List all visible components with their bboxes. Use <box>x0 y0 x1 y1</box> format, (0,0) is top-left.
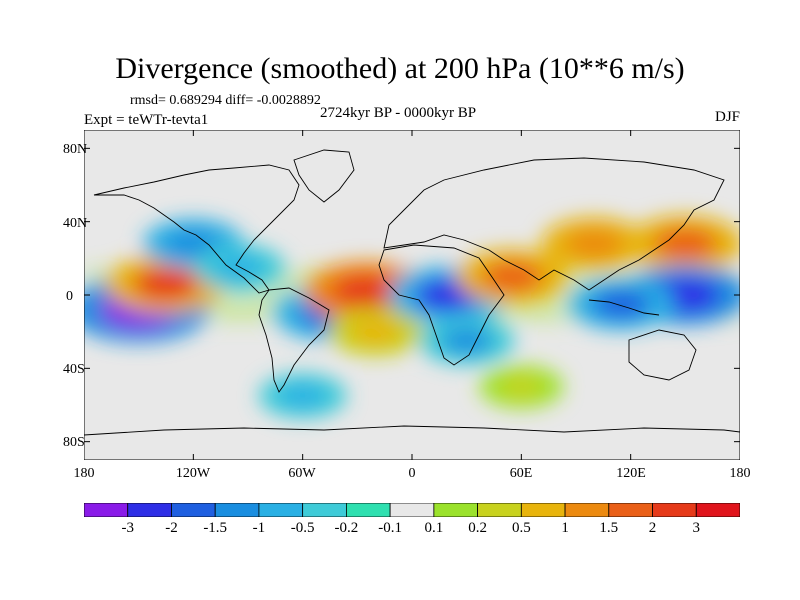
south-america-coastline <box>258 287 330 393</box>
colorbar-swatch <box>608 503 653 517</box>
x-tick-label: 120W <box>175 466 211 481</box>
field-core <box>166 230 221 258</box>
colorbar <box>84 503 740 517</box>
divergence-map <box>84 130 740 460</box>
north-america-coastline <box>93 164 300 294</box>
x-tick-label: 180 <box>729 466 751 481</box>
coastlines <box>84 149 740 436</box>
field-core <box>279 384 327 408</box>
colorbar-label: -0.1 <box>378 520 402 536</box>
colorbar-swatch <box>564 503 610 517</box>
colorbar-label: 3 <box>692 520 701 536</box>
africa-coastline <box>378 244 505 366</box>
colorbar-swatch <box>695 503 740 517</box>
colorbar-swatch <box>302 503 347 517</box>
colorbar-label: -0.2 <box>334 520 359 536</box>
y-tick-label: 80S <box>63 435 85 450</box>
field-core <box>498 375 544 398</box>
field-core <box>132 267 200 301</box>
colorbar-label: -2 <box>165 520 178 536</box>
colorbar-label: -1 <box>252 520 266 536</box>
x-tick-label: 120E <box>616 466 646 481</box>
greenland-coastline <box>293 149 355 203</box>
colorbar-swatch <box>127 503 172 517</box>
x-tick-label: 60E <box>509 466 533 481</box>
colorbar-label: 0.5 <box>511 520 531 536</box>
colorbar-label: 2 <box>648 520 657 536</box>
colorbar-swatch <box>345 503 391 517</box>
antarctica-coastline <box>84 425 740 436</box>
x-tick-label: 60W <box>288 466 316 481</box>
plot-title: Divergence (smoothed) at 200 hPa (10**6 … <box>115 52 685 85</box>
y-tick-label: 40S <box>63 362 85 377</box>
colorbar-label: -3 <box>121 520 134 536</box>
field-core <box>653 227 718 260</box>
period-label: 2724kyr BP - 0000kyr BP <box>320 105 477 121</box>
field-core <box>565 229 624 259</box>
field-core <box>332 274 401 309</box>
australia-coastline <box>628 329 697 381</box>
indonesia-coastline <box>588 299 660 316</box>
stats-text: rmsd= 0.689294 diff= -0.0028892 <box>130 93 321 108</box>
y-tick-label: 0 <box>66 289 73 304</box>
field-core <box>440 327 493 354</box>
colorbar-swatch <box>258 503 304 517</box>
x-tick-label: 180 <box>73 466 95 481</box>
field-core <box>592 289 651 319</box>
y-tick-label: 40N <box>63 216 88 231</box>
colorbar-swatch <box>477 503 522 517</box>
colorbar-swatch <box>433 503 479 517</box>
colorbar-label: -0.5 <box>290 520 315 536</box>
colorbar-swatch <box>652 503 697 517</box>
colorbar-label: 0.1 <box>424 520 444 536</box>
colorbar-swatch <box>84 503 129 517</box>
colorbar-swatch <box>171 503 216 517</box>
x-tick-label: 0 <box>408 466 416 481</box>
colorbar-label: 1.5 <box>599 520 619 536</box>
colorbar-label: 0.2 <box>468 520 487 536</box>
colorbar-swatch <box>214 503 260 517</box>
eurasia-coastline <box>383 157 725 291</box>
season-label: DJF <box>714 109 740 125</box>
y-tick-label: 80N <box>63 142 88 157</box>
colorbar-label: -1.5 <box>203 520 228 536</box>
experiment-label: Expt = teWTr-tevta1 <box>84 112 209 128</box>
colorbar-swatch <box>389 503 435 517</box>
colorbar-label: 1 <box>561 520 569 536</box>
field-core <box>349 318 402 345</box>
colorbar-swatch <box>520 503 566 517</box>
